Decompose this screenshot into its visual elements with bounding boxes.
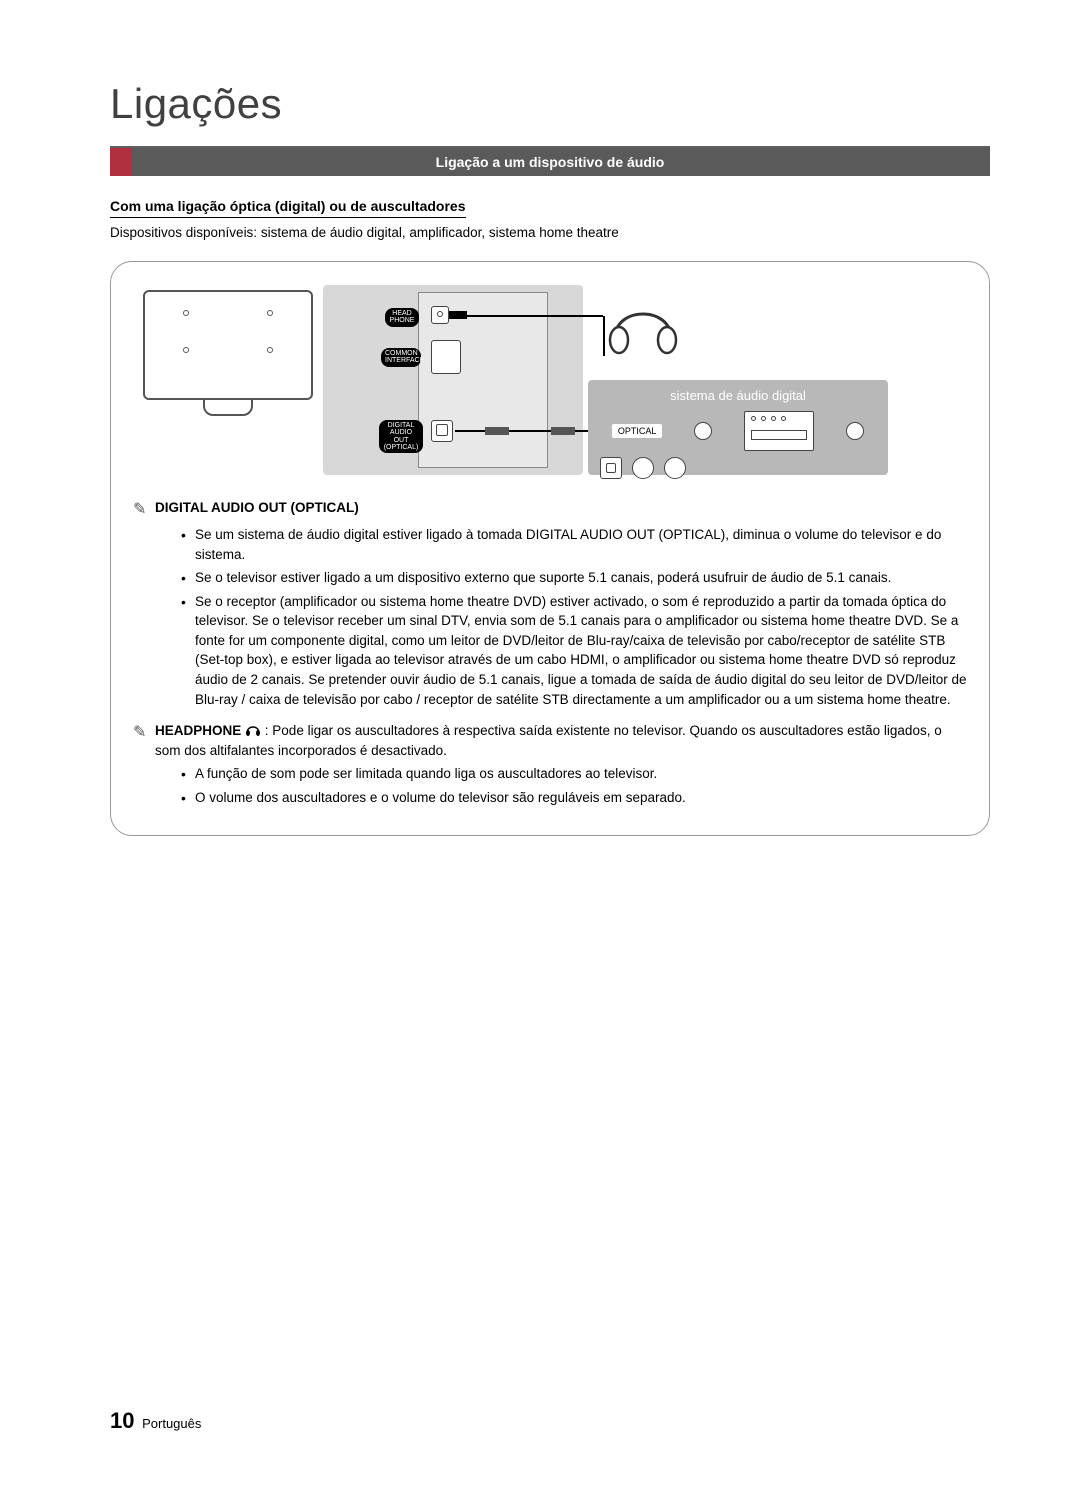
- headphone-bullet-list: A função de som pode ser limitada quando…: [133, 764, 967, 807]
- headphone-port-icon: [431, 306, 449, 324]
- digital-audio-system: sistema de áudio digital OPTICAL: [588, 380, 888, 475]
- optical-input-port-icon: [600, 457, 622, 479]
- digital-audio-label: DIGITALAUDIO OUT(OPTICAL): [379, 420, 423, 453]
- headphone-cable: [453, 315, 603, 317]
- amplifier-face-icon: [744, 411, 814, 451]
- optical-plug-left-icon: [485, 427, 509, 435]
- optical-port-icon: [431, 420, 453, 442]
- knob-icon-4: [664, 457, 686, 479]
- connection-diagram: HEADPHONE COMMONINTERFACE DIGITALAUDIO O…: [133, 280, 967, 480]
- headphone-plug-icon: [449, 311, 467, 319]
- headphone-note-line: HEADPHONE : Pode ligar os auscultadores …: [155, 721, 967, 760]
- bullet-item: Se o receptor (amplificador ou sistema h…: [181, 592, 967, 709]
- note-icon: ✎: [133, 721, 155, 744]
- section-banner-text: Ligação a um dispositivo de áudio: [436, 154, 665, 170]
- optical-bullet-list: Se um sistema de áudio digital estiver l…: [133, 525, 967, 709]
- page-number: 10: [110, 1408, 134, 1433]
- subheading: Com uma ligação óptica (digital) ou de a…: [110, 198, 466, 218]
- headphone-note-text: : Pode ligar os auscultadores à respecti…: [155, 723, 942, 758]
- headphone-port-label: HEADPHONE: [385, 308, 419, 327]
- bullet-item: Se o televisor estiver ligado a um dispo…: [181, 568, 967, 588]
- note-icon: ✎: [133, 498, 155, 521]
- headphone-cable-vert: [603, 316, 605, 356]
- optical-input-label: OPTICAL: [612, 424, 663, 438]
- page-language: Português: [142, 1416, 201, 1431]
- devices-line: Dispositivos disponíveis: sistema de áud…: [110, 224, 990, 243]
- headphone-inline-icon: [245, 723, 265, 738]
- headphone-note-heading: HEADPHONE: [155, 723, 241, 738]
- knob-icon-2: [846, 422, 864, 440]
- headphone-note: ✎ HEADPHONE : Pode ligar os auscultadore…: [133, 721, 967, 807]
- optical-cable: [455, 430, 600, 432]
- common-interface-label: COMMONINTERFACE: [381, 348, 421, 367]
- manual-page: Ligações Ligação a um dispositivo de áud…: [0, 0, 1080, 1494]
- knob-icon: [694, 422, 712, 440]
- bullet-item: O volume dos auscultadores e o volume do…: [181, 788, 967, 808]
- page-footer: 10 Português: [110, 1408, 201, 1434]
- section-banner: Ligação a um dispositivo de áudio: [110, 148, 990, 176]
- diagram-container: HEADPHONE COMMONINTERFACE DIGITALAUDIO O…: [110, 261, 990, 837]
- optical-plug-right-icon: [551, 427, 575, 435]
- bullet-item: Se um sistema de áudio digital estiver l…: [181, 525, 967, 564]
- headphones-icon: [603, 288, 683, 358]
- optical-note-heading: DIGITAL AUDIO OUT (OPTICAL): [155, 498, 359, 518]
- bullet-item: A função de som pode ser limitada quando…: [181, 764, 967, 784]
- common-interface-slot-icon: [431, 340, 461, 374]
- audio-system-label: sistema de áudio digital: [588, 380, 888, 403]
- tv-front-icon: [143, 290, 313, 400]
- optical-note: ✎ DIGITAL AUDIO OUT (OPTICAL) Se um sist…: [133, 498, 967, 709]
- knob-icon-3: [632, 457, 654, 479]
- page-title: Ligações: [110, 80, 990, 128]
- subheading-row: Com uma ligação óptica (digital) ou de a…: [110, 176, 990, 218]
